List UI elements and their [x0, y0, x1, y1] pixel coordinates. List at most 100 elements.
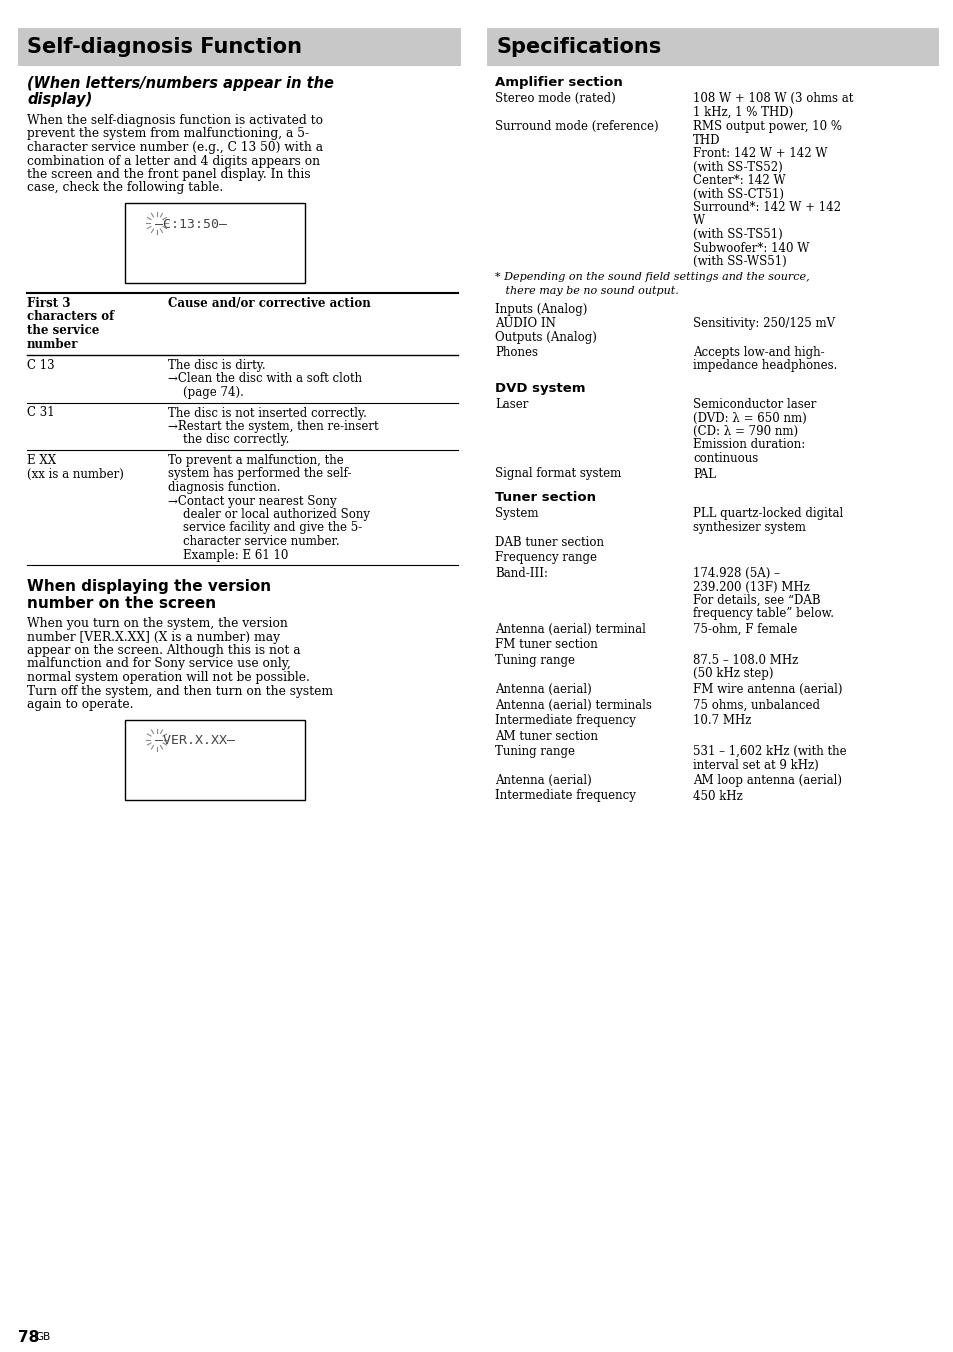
- Text: Antenna (aerial): Antenna (aerial): [495, 683, 591, 696]
- Text: character service number (e.g., C 13 50) with a: character service number (e.g., C 13 50)…: [27, 141, 323, 154]
- Text: Tuning range: Tuning range: [495, 654, 575, 667]
- Text: (When letters/numbers appear in the: (When letters/numbers appear in the: [27, 76, 334, 91]
- Text: (page 74).: (page 74).: [168, 387, 244, 399]
- Text: 87.5 – 108.0 MHz: 87.5 – 108.0 MHz: [692, 654, 798, 667]
- Text: When the self-diagnosis function is activated to: When the self-diagnosis function is acti…: [27, 114, 323, 127]
- Text: (xx is a number): (xx is a number): [27, 468, 124, 480]
- Text: When displaying the version: When displaying the version: [27, 579, 271, 594]
- Text: the disc correctly.: the disc correctly.: [168, 434, 289, 446]
- Text: appear on the screen. Although this is not a: appear on the screen. Although this is n…: [27, 644, 300, 657]
- Text: 531 – 1,602 kHz (with the: 531 – 1,602 kHz (with the: [692, 745, 845, 758]
- Text: number: number: [27, 338, 78, 350]
- Text: Signal format system: Signal format system: [495, 468, 620, 480]
- Text: 450 kHz: 450 kHz: [692, 790, 742, 803]
- Text: Frequency range: Frequency range: [495, 552, 597, 565]
- Text: Intermediate frequency: Intermediate frequency: [495, 790, 636, 803]
- Text: Intermediate frequency: Intermediate frequency: [495, 714, 636, 727]
- Text: DVD system: DVD system: [495, 383, 585, 395]
- Text: AM loop antenna (aerial): AM loop antenna (aerial): [692, 773, 841, 787]
- Text: (with SS-WS51): (with SS-WS51): [692, 256, 786, 268]
- Text: Tuner section: Tuner section: [495, 491, 596, 504]
- Text: Laser: Laser: [495, 397, 528, 411]
- Text: Subwoofer*: 140 W: Subwoofer*: 140 W: [692, 242, 808, 254]
- Text: frequency table” below.: frequency table” below.: [692, 607, 833, 621]
- Text: Amplifier section: Amplifier section: [495, 76, 622, 89]
- Text: RMS output power, 10 %: RMS output power, 10 %: [692, 120, 841, 132]
- Bar: [125, 719, 305, 799]
- Text: combination of a letter and 4 digits appears on: combination of a letter and 4 digits app…: [27, 154, 320, 168]
- Text: characters of: characters of: [27, 311, 114, 323]
- Text: THD: THD: [692, 134, 720, 146]
- Text: Example: E 61 10: Example: E 61 10: [168, 549, 288, 561]
- Text: prevent the system from malfunctioning, a 5-: prevent the system from malfunctioning, …: [27, 127, 309, 141]
- Text: The disc is not inserted correctly.: The disc is not inserted correctly.: [168, 407, 367, 419]
- Text: Specifications: Specifications: [497, 37, 661, 57]
- Text: Phones: Phones: [495, 346, 537, 360]
- Text: Inputs (Analog): Inputs (Analog): [495, 303, 587, 315]
- Text: Outputs (Analog): Outputs (Analog): [495, 331, 597, 345]
- Text: the service: the service: [27, 324, 99, 337]
- Text: E XX: E XX: [27, 454, 56, 466]
- Text: (with SS-CT51): (with SS-CT51): [692, 188, 783, 200]
- Text: diagnosis function.: diagnosis function.: [168, 481, 280, 493]
- Text: 75-ohm, F female: 75-ohm, F female: [692, 623, 797, 635]
- Text: C 31: C 31: [27, 407, 54, 419]
- Bar: [18, 28, 460, 66]
- Text: Front: 142 W + 142 W: Front: 142 W + 142 W: [692, 147, 826, 160]
- Text: character service number.: character service number.: [168, 535, 339, 548]
- Text: synthesizer system: synthesizer system: [692, 521, 805, 534]
- Text: FM tuner section: FM tuner section: [495, 638, 598, 652]
- Text: PAL: PAL: [692, 468, 716, 480]
- Text: 108 W + 108 W (3 ohms at: 108 W + 108 W (3 ohms at: [692, 92, 853, 105]
- Text: Emission duration:: Emission duration:: [692, 438, 804, 452]
- Text: (with SS-TS52): (with SS-TS52): [692, 161, 781, 173]
- Text: The disc is dirty.: The disc is dirty.: [168, 360, 265, 372]
- Text: Surround*: 142 W + 142: Surround*: 142 W + 142: [692, 201, 841, 214]
- Text: 1 kHz, 1 % THD): 1 kHz, 1 % THD): [692, 105, 792, 119]
- Text: service facility and give the 5-: service facility and give the 5-: [168, 522, 362, 534]
- Text: continuous: continuous: [692, 452, 758, 465]
- Text: case, check the following table.: case, check the following table.: [27, 181, 223, 195]
- Text: Stereo mode (rated): Stereo mode (rated): [495, 92, 615, 105]
- Text: dealer or local authorized Sony: dealer or local authorized Sony: [168, 508, 370, 521]
- Text: When you turn on the system, the version: When you turn on the system, the version: [27, 617, 288, 630]
- Bar: [486, 28, 938, 66]
- Text: →Clean the disc with a soft cloth: →Clean the disc with a soft cloth: [168, 373, 362, 385]
- Text: * Depending on the sound field settings and the source,: * Depending on the sound field settings …: [495, 273, 809, 283]
- Text: interval set at 9 kHz): interval set at 9 kHz): [692, 758, 818, 772]
- Text: 10.7 MHz: 10.7 MHz: [692, 714, 751, 727]
- Text: Center*: 142 W: Center*: 142 W: [692, 174, 785, 187]
- Text: (DVD: λ = 650 nm): (DVD: λ = 650 nm): [692, 411, 806, 425]
- Text: PLL quartz-locked digital: PLL quartz-locked digital: [692, 507, 842, 521]
- Text: Antenna (aerial): Antenna (aerial): [495, 773, 591, 787]
- Text: 78: 78: [18, 1330, 39, 1345]
- Text: –C:13:50–: –C:13:50–: [154, 218, 227, 230]
- Text: Accepts low-and high-: Accepts low-and high-: [692, 346, 823, 360]
- Text: AUDIO IN: AUDIO IN: [495, 316, 556, 330]
- Text: (50 kHz step): (50 kHz step): [692, 668, 773, 680]
- Bar: [125, 203, 305, 283]
- Text: →Restart the system, then re-insert: →Restart the system, then re-insert: [168, 420, 378, 433]
- Text: First 3: First 3: [27, 297, 71, 310]
- Text: Tuning range: Tuning range: [495, 745, 575, 758]
- Text: GB: GB: [35, 1332, 51, 1343]
- Text: To prevent a malfunction, the: To prevent a malfunction, the: [168, 454, 343, 466]
- Text: Semiconductor laser: Semiconductor laser: [692, 397, 816, 411]
- Text: Cause and/or corrective action: Cause and/or corrective action: [168, 297, 371, 310]
- Text: Antenna (aerial) terminals: Antenna (aerial) terminals: [495, 699, 651, 711]
- Text: number on the screen: number on the screen: [27, 596, 216, 611]
- Text: there may be no sound output.: there may be no sound output.: [495, 285, 678, 296]
- Text: DAB tuner section: DAB tuner section: [495, 535, 603, 549]
- Text: AM tuner section: AM tuner section: [495, 730, 598, 742]
- Text: W: W: [692, 215, 704, 227]
- Text: 174.928 (5A) –: 174.928 (5A) –: [692, 566, 780, 580]
- Text: malfunction and for Sony service use only,: malfunction and for Sony service use onl…: [27, 657, 291, 671]
- Text: (CD: λ = 790 nm): (CD: λ = 790 nm): [692, 425, 798, 438]
- Text: Sensitivity: 250/125 mV: Sensitivity: 250/125 mV: [692, 316, 834, 330]
- Text: impedance headphones.: impedance headphones.: [692, 360, 837, 373]
- Text: 75 ohms, unbalanced: 75 ohms, unbalanced: [692, 699, 820, 711]
- Text: (with SS-TS51): (with SS-TS51): [692, 228, 781, 241]
- Text: C 13: C 13: [27, 360, 54, 372]
- Text: For details, see “DAB: For details, see “DAB: [692, 594, 820, 607]
- Text: number [VER.X.XX] (X is a number) may: number [VER.X.XX] (X is a number) may: [27, 630, 280, 644]
